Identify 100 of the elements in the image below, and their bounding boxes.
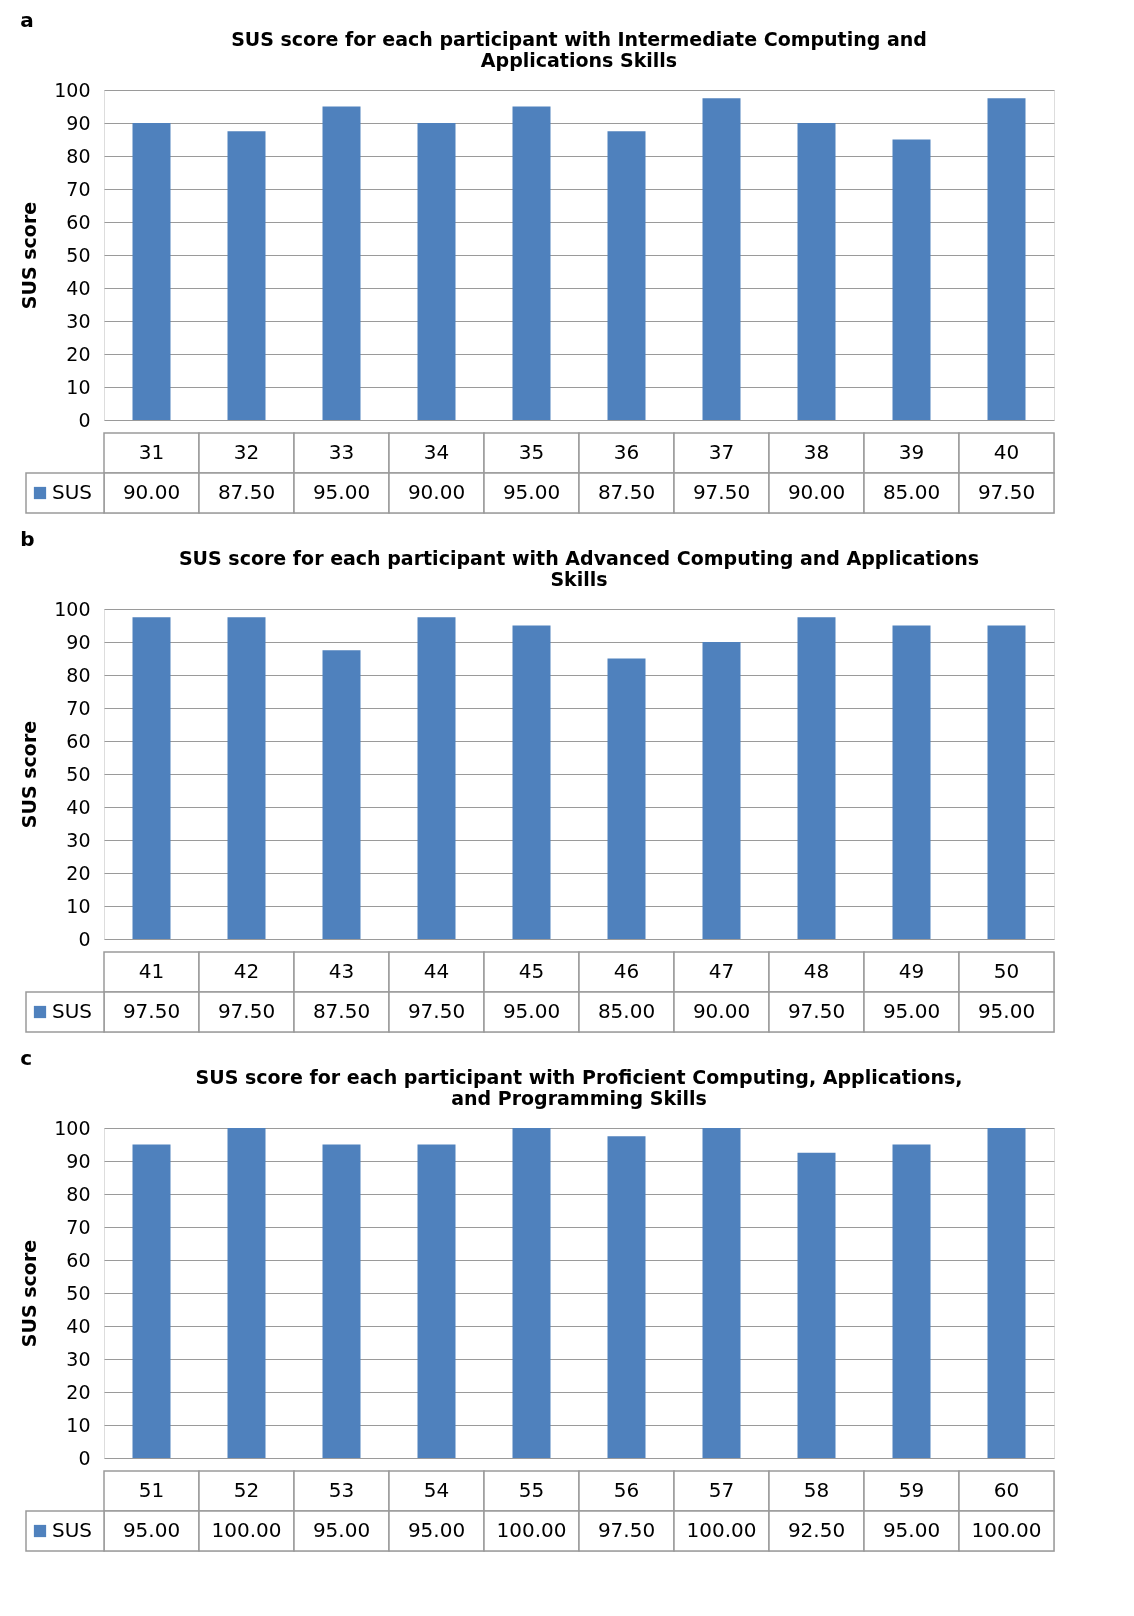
bar [987, 98, 1026, 420]
y-tick-label: 100 [54, 597, 91, 620]
x-tick-label: 60 [993, 1478, 1020, 1502]
data-label: 90.00 [787, 480, 846, 504]
bar [417, 617, 456, 939]
y-tick-label: 40 [66, 1314, 91, 1337]
bar [797, 617, 836, 939]
y-tick-label: 40 [66, 795, 91, 818]
x-tick-label: 47 [708, 959, 735, 983]
data-label: 87.50 [597, 480, 656, 504]
x-tick-label: 58 [803, 1478, 830, 1502]
bar [702, 642, 741, 939]
x-tick-label: 53 [328, 1478, 355, 1502]
data-label: 97.50 [692, 480, 751, 504]
y-tick-label: 90 [66, 630, 91, 653]
y-tick-label: 60 [66, 210, 91, 233]
y-tick-label: 60 [66, 1248, 91, 1271]
data-label: 87.50 [217, 480, 276, 504]
x-tick-label: 48 [803, 959, 830, 983]
legend-label: SUS [52, 480, 93, 504]
x-tick-label: 32 [233, 440, 260, 464]
bar [322, 106, 361, 420]
bar [607, 658, 646, 939]
data-label: 92.50 [787, 1518, 846, 1542]
bar [227, 617, 266, 939]
x-tick-label: 52 [233, 1478, 260, 1502]
bar [512, 106, 551, 420]
data-label: 85.00 [597, 999, 656, 1023]
y-tick-label: 50 [66, 243, 91, 266]
text: b [20, 526, 35, 551]
data-label: 87.50 [312, 999, 371, 1023]
legend-label: SUS [52, 1518, 93, 1542]
y-tick-label: 90 [66, 111, 91, 134]
bar [797, 123, 836, 420]
y-tick-label: 40 [66, 276, 91, 299]
x-tick-label: 38 [803, 440, 830, 464]
x-tick-label: 40 [993, 440, 1020, 464]
y-tick-label: 10 [66, 375, 91, 398]
y-axis-title: SUS score [18, 720, 41, 829]
x-tick-label: 55 [518, 1478, 545, 1502]
bar [132, 123, 171, 420]
data-label: 95.00 [312, 480, 371, 504]
y-tick-label: 30 [66, 1347, 91, 1370]
data-label: 95.00 [502, 999, 561, 1023]
y-tick-label: 0 [78, 927, 91, 950]
bar [892, 625, 931, 939]
y-tick-label: 100 [54, 78, 91, 101]
data-label: 97.50 [597, 1518, 656, 1542]
legend-label: SUS [52, 999, 93, 1023]
data-label: 97.50 [407, 999, 466, 1023]
x-tick-label: 35 [518, 440, 545, 464]
data-label: 100.00 [686, 1518, 757, 1542]
x-tick-label: 51 [138, 1478, 165, 1502]
data-label: 90.00 [692, 999, 751, 1023]
y-tick-label: 10 [66, 1413, 91, 1436]
x-tick-label: 45 [518, 959, 545, 983]
bar [702, 98, 741, 420]
bar [892, 139, 931, 420]
data-label: 95.00 [122, 1518, 181, 1542]
bar [987, 625, 1026, 939]
x-tick-label: 54 [423, 1478, 450, 1502]
data-label: 95.00 [882, 1518, 941, 1542]
data-label: 100.00 [211, 1518, 282, 1542]
y-tick-label: 30 [66, 309, 91, 332]
x-tick-label: 34 [423, 440, 450, 464]
data-label: 97.50 [787, 999, 846, 1023]
y-tick-label: 20 [66, 861, 91, 884]
y-tick-label: 0 [78, 408, 91, 431]
x-tick-label: 56 [613, 1478, 640, 1502]
y-tick-label: 10 [66, 894, 91, 917]
y-tick-label: 50 [66, 762, 91, 785]
x-tick-label: 43 [328, 959, 355, 983]
bar [227, 131, 266, 420]
data-label: 95.00 [312, 1518, 371, 1542]
y-tick-label: 30 [66, 828, 91, 851]
data-label: 95.00 [977, 999, 1036, 1023]
data-label: 97.50 [977, 480, 1036, 504]
x-tick-label: 33 [328, 440, 355, 464]
x-tick-label: 39 [898, 440, 925, 464]
x-tick-label: 44 [423, 959, 450, 983]
y-tick-label: 20 [66, 342, 91, 365]
y-tick-label: 80 [66, 1182, 91, 1205]
data-label: 100.00 [496, 1518, 567, 1542]
chart-title: SUS score for each participant with Intermediate Computing and Applications Skills [231, 28, 927, 71]
x-tick-label: 46 [613, 959, 640, 983]
y-tick-label: 70 [66, 696, 91, 719]
data-label: 85.00 [882, 480, 941, 504]
y-tick-label: 80 [66, 144, 91, 167]
x-tick-label: 41 [138, 959, 165, 983]
y-tick-label: 90 [66, 1149, 91, 1172]
text: a [20, 7, 34, 32]
y-tick-label: 50 [66, 1281, 91, 1304]
bar [512, 625, 551, 939]
data-label: 95.00 [882, 999, 941, 1023]
data-label: 95.00 [407, 1518, 466, 1542]
y-tick-label: 80 [66, 663, 91, 686]
y-tick-label: 0 [78, 1446, 91, 1469]
x-tick-label: 49 [898, 959, 925, 983]
x-tick-label: 36 [613, 440, 640, 464]
x-tick-label: 37 [708, 440, 735, 464]
